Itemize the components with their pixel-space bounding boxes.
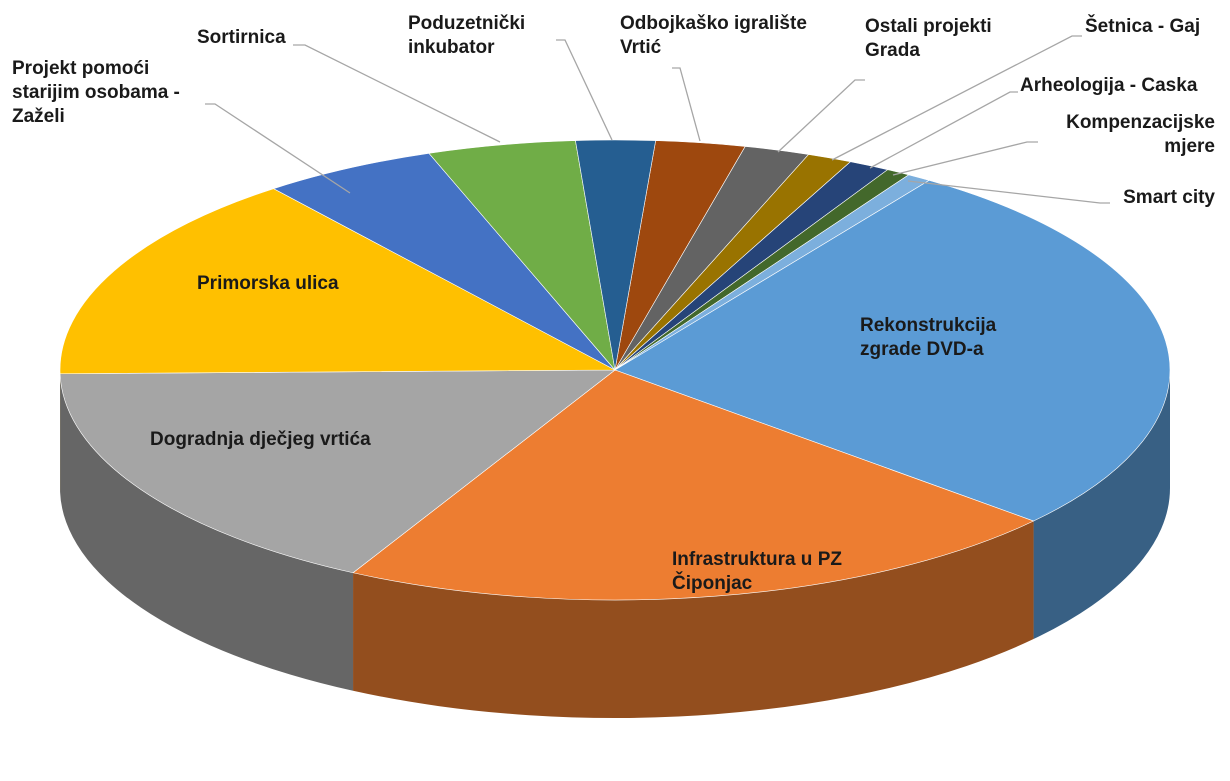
slice-side (353, 521, 1034, 718)
leader-line (777, 79, 865, 153)
leader-line (205, 103, 351, 194)
slice (59, 369, 616, 574)
slice (575, 139, 657, 371)
pie-top (59, 139, 1171, 601)
slice-label: Rekonstrukcija zgrade DVD-a (860, 315, 997, 360)
slice-label: Arheologija - Caska (1020, 75, 1198, 96)
slice-label: Smart city (1123, 187, 1215, 208)
slice-label: Odbojkaško igralište Vrtić (620, 13, 807, 58)
slice-side (60, 373, 354, 691)
slice-label: Infrastruktura u PZ Čiponjac (672, 549, 842, 594)
slice-label: Ostali projekti Grada (865, 16, 992, 61)
slice-label: Šetnica - Gaj (1085, 16, 1201, 37)
pie-sides (60, 370, 1170, 718)
slice-label: Primorska ulica (197, 273, 339, 294)
slice-label: Projekt pomoći starijim osobama - Zaželi (12, 58, 180, 127)
slice-label: Kompenzacijske mjere (1066, 112, 1215, 157)
leader-line (892, 141, 1038, 176)
slice-label: Dogradnja dječjeg vrtića (150, 429, 371, 450)
slice-label: Poduzetnički inkubator (408, 13, 526, 58)
slice-label: Sortirnica (197, 27, 286, 48)
slice (352, 369, 1035, 601)
leader-line (907, 180, 1110, 204)
leader-line (556, 39, 613, 141)
slice (59, 188, 616, 375)
leader-line (869, 91, 1018, 169)
slice-side (1033, 370, 1170, 640)
leader-line (831, 35, 1082, 161)
slice (272, 152, 616, 371)
leader-line (293, 44, 501, 143)
slice (614, 180, 1171, 522)
leader-line (672, 67, 701, 142)
